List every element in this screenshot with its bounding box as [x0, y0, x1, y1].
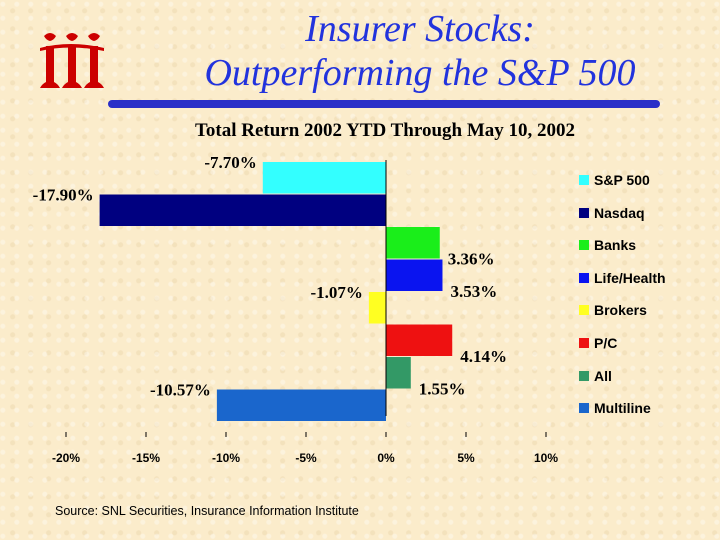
- data-label: -10.57%: [150, 381, 211, 400]
- legend-item: Multiline: [579, 398, 651, 418]
- data-label: 1.55%: [419, 380, 466, 399]
- x-tick-label: 10%: [534, 451, 558, 465]
- legend-label: Banks: [594, 237, 637, 254]
- legend-swatch: [579, 370, 589, 381]
- data-label: -7.70%: [204, 153, 256, 172]
- bar-p-c: [386, 324, 453, 356]
- legend-item: Banks: [579, 235, 636, 255]
- x-tick-label: -15%: [132, 451, 160, 465]
- x-tick-label: -10%: [212, 451, 240, 465]
- legend-label: Multiline: [594, 400, 651, 417]
- bar-s-p-500: [262, 162, 386, 194]
- data-label: 3.36%: [448, 250, 495, 269]
- x-tick-label: 5%: [457, 451, 475, 465]
- legend-label: Life/Health: [594, 269, 666, 286]
- legend-swatch: [579, 207, 589, 218]
- legend-item: All: [579, 366, 612, 386]
- source-note: Source: SNL Securities, Insurance Inform…: [55, 504, 359, 518]
- x-tick-label: 0%: [377, 451, 395, 465]
- bar-nasdaq: [99, 194, 386, 226]
- legend-swatch: [579, 305, 589, 316]
- legend-label: S&P 500: [594, 172, 650, 188]
- x-tick-label: -20%: [52, 451, 80, 465]
- data-label: -17.90%: [33, 186, 94, 205]
- bar-brokers: [368, 292, 386, 324]
- iii-logo: [40, 33, 104, 88]
- title-underline-rule: [108, 100, 660, 108]
- legend-item: Brokers: [579, 300, 647, 320]
- legend-swatch: [579, 338, 589, 348]
- legend-item: P/C: [579, 333, 617, 353]
- legend-swatch: [579, 240, 589, 251]
- legend-item: Life/Health: [579, 268, 666, 288]
- x-tick-label: -5%: [295, 451, 317, 465]
- bar-life-health: [386, 259, 443, 291]
- legend-swatch: [579, 175, 589, 185]
- legend-swatch: [579, 403, 589, 414]
- slide-title-line1: Insurer Stocks:: [305, 8, 535, 50]
- legend-item: S&P 500: [579, 170, 650, 190]
- data-label: 3.53%: [450, 282, 497, 301]
- legend-swatch: [579, 272, 589, 283]
- data-label: -1.07%: [310, 283, 362, 302]
- chart-title: Total Return 2002 YTD Through May 10, 20…: [194, 120, 576, 141]
- bar-multiline: [216, 389, 386, 421]
- bar-banks: [386, 227, 440, 259]
- data-label: 4.14%: [460, 347, 507, 366]
- slide-title-line2: Outperforming the S&P 500: [204, 52, 636, 94]
- legend-item: Nasdaq: [579, 203, 645, 223]
- legend-label: Nasdaq: [594, 204, 645, 221]
- legend-label: Brokers: [594, 302, 647, 319]
- legend-label: P/C: [594, 335, 618, 351]
- bar-all: [386, 357, 411, 389]
- legend-label: All: [594, 367, 612, 384]
